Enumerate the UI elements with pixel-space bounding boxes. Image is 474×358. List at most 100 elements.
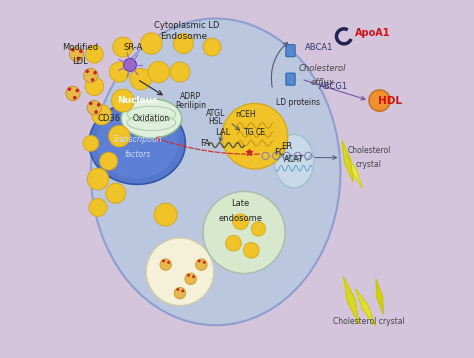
Circle shape [130, 68, 151, 90]
Circle shape [233, 214, 248, 229]
Circle shape [174, 287, 186, 299]
Text: CE: CE [256, 128, 266, 137]
Circle shape [203, 261, 206, 264]
Text: Cholesterol: Cholesterol [347, 146, 391, 155]
Circle shape [87, 168, 109, 190]
Text: HDL: HDL [378, 96, 402, 106]
Polygon shape [342, 140, 353, 182]
Circle shape [251, 222, 265, 236]
Circle shape [162, 260, 165, 262]
Text: Perilipin: Perilipin [175, 101, 206, 110]
Ellipse shape [274, 134, 314, 188]
Text: ABCG1: ABCG1 [319, 82, 348, 91]
Circle shape [109, 126, 130, 147]
Circle shape [97, 103, 100, 107]
Text: LD proteins: LD proteins [275, 98, 319, 107]
Text: ATGL: ATGL [206, 108, 225, 117]
Text: Late: Late [231, 199, 250, 208]
Text: TG: TG [244, 128, 255, 137]
Circle shape [85, 77, 104, 96]
Circle shape [85, 69, 89, 73]
Text: ApoA1: ApoA1 [355, 28, 390, 38]
Text: nCEH: nCEH [236, 110, 256, 119]
Circle shape [185, 273, 196, 285]
Text: Endosome: Endosome [160, 32, 207, 41]
Polygon shape [347, 156, 362, 188]
Text: endosome: endosome [219, 214, 263, 223]
Circle shape [71, 48, 75, 52]
Circle shape [83, 68, 98, 83]
Circle shape [170, 62, 190, 82]
Circle shape [85, 45, 103, 63]
Circle shape [198, 260, 201, 262]
Circle shape [369, 90, 391, 111]
Text: SR-A: SR-A [124, 43, 143, 52]
Text: Oxidation: Oxidation [133, 114, 170, 123]
Text: LAL: LAL [215, 128, 230, 137]
Circle shape [141, 33, 162, 54]
Circle shape [69, 47, 83, 61]
Circle shape [111, 89, 134, 112]
Circle shape [89, 199, 107, 217]
Circle shape [73, 96, 76, 100]
Circle shape [167, 261, 170, 264]
Circle shape [89, 102, 92, 105]
Circle shape [176, 288, 179, 291]
Circle shape [196, 259, 207, 270]
Circle shape [182, 290, 184, 292]
Circle shape [192, 275, 195, 278]
Circle shape [187, 274, 190, 277]
Circle shape [203, 38, 221, 56]
Text: Modified: Modified [62, 43, 98, 52]
Text: Transcription: Transcription [112, 135, 162, 144]
Ellipse shape [121, 99, 182, 138]
Text: FC: FC [274, 148, 285, 157]
Circle shape [66, 86, 80, 101]
Text: Cytoplasmic LD: Cytoplasmic LD [155, 21, 220, 30]
Circle shape [173, 34, 193, 53]
Ellipse shape [89, 102, 185, 184]
Circle shape [76, 57, 80, 60]
Polygon shape [343, 276, 359, 324]
Text: ADRP: ADRP [180, 92, 201, 101]
Text: Cholesterol: Cholesterol [299, 64, 346, 73]
Circle shape [91, 78, 94, 82]
Circle shape [124, 58, 137, 71]
Circle shape [146, 238, 214, 306]
Polygon shape [376, 279, 383, 314]
Circle shape [160, 259, 172, 270]
Circle shape [68, 87, 71, 91]
Polygon shape [356, 289, 375, 326]
Circle shape [106, 183, 126, 203]
Circle shape [109, 62, 129, 82]
Text: ER: ER [282, 142, 292, 151]
Circle shape [148, 61, 169, 83]
Ellipse shape [203, 192, 285, 274]
FancyBboxPatch shape [286, 73, 295, 85]
Text: Nucleus: Nucleus [117, 96, 157, 105]
Circle shape [93, 71, 97, 74]
Circle shape [91, 105, 111, 125]
Circle shape [79, 49, 82, 53]
FancyBboxPatch shape [286, 44, 295, 57]
Circle shape [94, 110, 98, 114]
Text: efflux: efflux [311, 78, 335, 87]
Text: LDL: LDL [72, 57, 88, 66]
Text: crystal: crystal [356, 160, 382, 169]
Text: ABCA1: ABCA1 [305, 43, 333, 52]
Circle shape [154, 203, 177, 226]
Ellipse shape [91, 19, 340, 325]
Circle shape [87, 101, 101, 115]
Ellipse shape [96, 108, 178, 178]
Circle shape [244, 242, 259, 258]
Circle shape [75, 89, 79, 92]
Text: factors: factors [124, 150, 150, 159]
Text: FA: FA [200, 139, 210, 148]
Circle shape [226, 235, 241, 251]
Circle shape [83, 135, 99, 151]
Text: HSL: HSL [208, 117, 223, 126]
Circle shape [222, 103, 288, 169]
Circle shape [100, 152, 118, 170]
Text: CD36: CD36 [97, 114, 120, 123]
Text: ACAT: ACAT [284, 155, 304, 164]
